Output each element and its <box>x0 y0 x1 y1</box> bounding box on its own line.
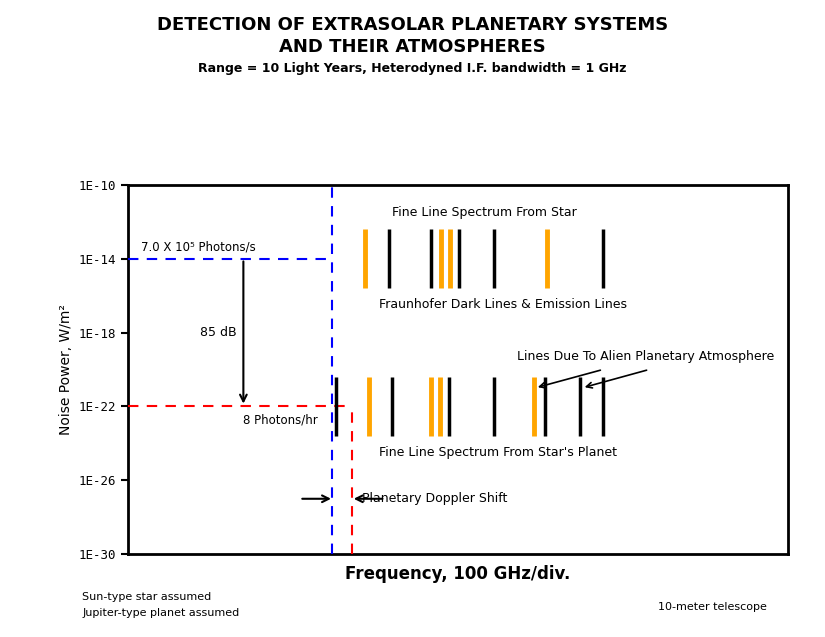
Y-axis label: Noise Power, W/m²: Noise Power, W/m² <box>59 304 73 435</box>
Text: Range = 10 Light Years, Heterodyned I.F. bandwidth = 1 GHz: Range = 10 Light Years, Heterodyned I.F.… <box>198 62 627 75</box>
Text: Lines Due To Alien Planetary Atmosphere: Lines Due To Alien Planetary Atmosphere <box>517 350 775 363</box>
Text: Fraunhofer Dark Lines & Emission Lines: Fraunhofer Dark Lines & Emission Lines <box>379 298 627 311</box>
Text: Fine Line Spectrum From Star's Planet: Fine Line Spectrum From Star's Planet <box>379 446 616 459</box>
Text: Planetary Doppler Shift: Planetary Doppler Shift <box>362 492 507 505</box>
Text: AND THEIR ATMOSPHERES: AND THEIR ATMOSPHERES <box>279 38 546 56</box>
X-axis label: Frequency, 100 GHz/div.: Frequency, 100 GHz/div. <box>345 565 571 583</box>
Text: 8 Photons/hr: 8 Photons/hr <box>243 414 318 427</box>
Text: Fine Line Spectrum From Star: Fine Line Spectrum From Star <box>392 206 577 219</box>
Text: Sun-type star assumed: Sun-type star assumed <box>82 592 212 602</box>
Text: 85 dB: 85 dB <box>200 326 237 339</box>
Text: DETECTION OF EXTRASOLAR PLANETARY SYSTEMS: DETECTION OF EXTRASOLAR PLANETARY SYSTEM… <box>157 16 668 34</box>
Text: 10-meter telescope: 10-meter telescope <box>658 601 767 612</box>
Text: 7.0 X 10⁵ Photons/s: 7.0 X 10⁵ Photons/s <box>141 240 256 253</box>
Text: Jupiter-type planet assumed: Jupiter-type planet assumed <box>82 608 240 618</box>
